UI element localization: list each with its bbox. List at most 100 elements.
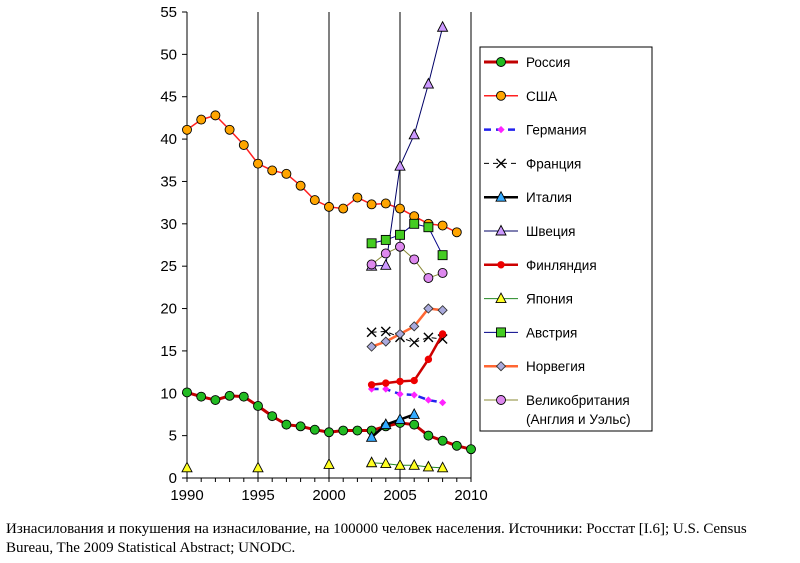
data-point xyxy=(395,203,405,214)
data-point xyxy=(437,250,448,261)
data-point xyxy=(295,180,306,191)
data-point xyxy=(424,396,433,404)
data-point xyxy=(380,198,391,209)
data-point xyxy=(408,458,420,470)
series-line xyxy=(370,413,415,439)
legend-marker xyxy=(496,327,506,338)
legend-label: Австрия xyxy=(526,325,577,340)
data-point xyxy=(409,337,420,348)
data-point xyxy=(210,110,221,121)
data-point xyxy=(323,457,335,469)
series-1 xyxy=(182,387,476,455)
data-point xyxy=(409,419,420,430)
data-point xyxy=(365,430,378,442)
data-point xyxy=(409,254,420,265)
data-point xyxy=(181,461,193,473)
data-point xyxy=(281,419,292,430)
series-7 xyxy=(367,330,447,389)
legend-marker xyxy=(495,361,507,372)
data-point xyxy=(295,421,306,432)
x-tick-label: 2000 xyxy=(312,487,345,504)
axes: 0 5 10 15 20 25 30 35 40 45 50 55 1990 1995 2000 2005 20… xyxy=(160,4,487,504)
series-9 xyxy=(366,218,448,261)
y-tick-label: 40 xyxy=(160,131,177,148)
y-tick-label: 35 xyxy=(160,173,177,190)
data-point xyxy=(367,381,376,389)
x-tick-label: 1995 xyxy=(241,487,274,504)
data-point xyxy=(395,241,405,252)
data-point xyxy=(409,321,420,332)
data-point xyxy=(409,218,420,229)
data-point xyxy=(394,458,406,470)
y-tick-label: 55 xyxy=(160,4,177,21)
data-point xyxy=(267,411,278,422)
legend-label: Швеция xyxy=(526,224,576,239)
legend-marker xyxy=(496,57,506,67)
data-point xyxy=(380,457,392,469)
data-point xyxy=(394,159,406,171)
data-point xyxy=(380,336,391,347)
data-point xyxy=(366,327,377,338)
x-tick-label: 1990 xyxy=(170,487,203,504)
legend-marker xyxy=(497,261,505,269)
legend-label: Финляндия xyxy=(526,258,597,273)
legend-label: США xyxy=(526,89,557,104)
grid xyxy=(257,12,472,478)
y-tick-label: 30 xyxy=(160,216,177,233)
data-point xyxy=(394,413,406,424)
data-point xyxy=(352,192,363,203)
legend-label: Германия xyxy=(526,123,587,138)
data-point xyxy=(410,391,418,399)
data-point xyxy=(196,391,207,402)
data-point xyxy=(338,425,349,436)
data-point xyxy=(182,387,192,398)
legend-item: Германия xyxy=(484,123,587,138)
data-point xyxy=(252,461,264,473)
legend-marker xyxy=(495,224,507,236)
y-tick-label: 0 xyxy=(169,470,177,487)
data-point xyxy=(422,460,435,472)
data-point xyxy=(366,341,377,352)
data-point xyxy=(451,440,462,451)
data-point xyxy=(365,456,378,468)
data-point xyxy=(224,124,235,135)
series-line xyxy=(371,330,443,343)
data-point xyxy=(196,114,207,125)
data-point xyxy=(382,385,390,393)
y-tick-label: 15 xyxy=(160,343,177,360)
series-line xyxy=(371,387,443,404)
data-point xyxy=(380,418,392,430)
data-point xyxy=(324,427,334,438)
data-point xyxy=(451,227,462,238)
series-4 xyxy=(366,326,448,348)
data-point xyxy=(394,328,406,340)
series-11 xyxy=(366,241,448,283)
legend-label: Россия xyxy=(526,55,570,70)
data-point xyxy=(380,234,391,245)
data-point xyxy=(238,391,249,402)
data-point xyxy=(380,326,391,337)
y-tick-label: 50 xyxy=(160,46,177,63)
data-point xyxy=(182,124,192,135)
data-point xyxy=(267,165,278,176)
data-point xyxy=(410,376,418,385)
data-point xyxy=(423,430,434,441)
legend-item: Швеция xyxy=(484,224,576,239)
data-point xyxy=(309,424,320,435)
data-point xyxy=(366,238,377,249)
data-point xyxy=(253,158,263,169)
legend-item: Россия xyxy=(484,55,570,70)
x-tick-label: 2010 xyxy=(454,487,487,504)
data-point xyxy=(210,395,221,406)
x-tick-label: 2005 xyxy=(383,487,416,504)
y-tick-label: 5 xyxy=(169,428,177,445)
data-point xyxy=(466,444,476,455)
series-8 xyxy=(181,456,449,473)
legend: Россия США Германия Франция Италия Швеция Финл… xyxy=(479,46,653,432)
data-point xyxy=(380,258,392,270)
legend-marker xyxy=(497,125,505,134)
data-point xyxy=(437,435,448,446)
legend-item: Австрия xyxy=(484,325,577,340)
data-point xyxy=(352,425,363,436)
data-point xyxy=(424,355,433,364)
